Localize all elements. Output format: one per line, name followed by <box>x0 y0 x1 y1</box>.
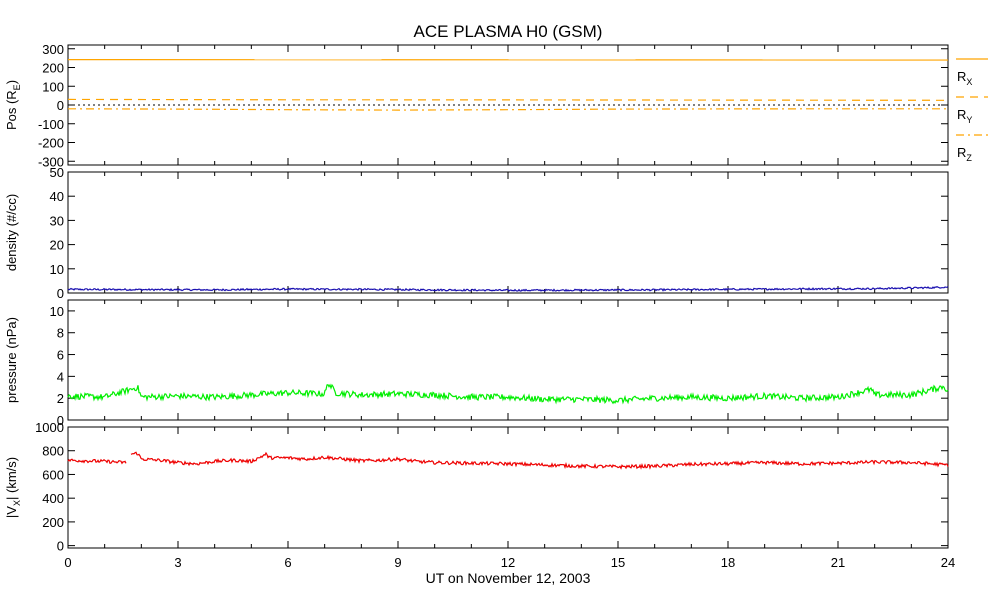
ytick-label-pressure: 4 <box>57 369 64 384</box>
ytick-label-pressure: 10 <box>50 304 64 319</box>
series-line-pos-z <box>67 108 948 111</box>
series-line-pos-y <box>67 98 949 101</box>
xtick-label: 12 <box>501 555 515 570</box>
panel-density-frame <box>67 171 949 294</box>
series-line-pressure <box>67 383 949 405</box>
ytick-label-density: 0 <box>57 286 64 301</box>
xtick-label: 0 <box>64 555 71 570</box>
ytick-label-density: 10 <box>50 262 64 277</box>
ytick-label-density: 40 <box>50 189 64 204</box>
ytick-label-vx: 800 <box>42 444 64 459</box>
ytick-label-pos: -200 <box>38 136 64 151</box>
ytick-label-vx: 200 <box>42 515 64 530</box>
ytick-label-density: 20 <box>50 238 64 253</box>
panel-pressure-frame <box>67 299 949 421</box>
ytick-label-pos: 200 <box>42 61 64 76</box>
ytick-label-density: 50 <box>50 165 64 180</box>
panel-vx-frame <box>67 426 949 549</box>
ytick-label-pressure: 8 <box>57 326 64 341</box>
xtick-label: 15 <box>611 555 625 570</box>
ytick-label-density: 30 <box>50 213 64 228</box>
series-line-vx <box>67 451 949 470</box>
y-axis-label-vx: |VX| (km/s) <box>4 457 22 518</box>
xtick-label: 18 <box>721 555 735 570</box>
y-axis-label-pos: Pos (RE) <box>4 80 22 130</box>
ytick-label-pos: -300 <box>38 154 64 169</box>
ytick-label-pressure: 0 <box>57 413 64 428</box>
ytick-label-vx: 600 <box>42 467 64 482</box>
ytick-label-pos: -100 <box>38 117 64 132</box>
x-axis-label: UT on November 12, 2003 <box>426 570 591 586</box>
series-line-density <box>67 286 949 292</box>
ytick-label-pos: 100 <box>42 79 64 94</box>
ytick-label-pos: 0 <box>57 98 64 113</box>
ytick-label-vx: 400 <box>42 491 64 506</box>
xtick-label: 6 <box>284 555 291 570</box>
legend-label-z: RZ <box>957 145 972 163</box>
legend-label-x: RX <box>957 69 972 87</box>
ytick-label-vx: 0 <box>57 539 64 554</box>
legend-label-y: RY <box>957 107 972 125</box>
ytick-label-vx: 1000 <box>35 420 64 435</box>
chart-title: ACE PLASMA H0 (GSM) <box>414 22 603 41</box>
xtick-label: 3 <box>174 555 181 570</box>
xtick-label: 24 <box>941 555 955 570</box>
xtick-label: 9 <box>394 555 401 570</box>
ytick-label-pressure: 6 <box>57 348 64 363</box>
ytick-label-pos: 300 <box>42 42 64 57</box>
y-axis-label-density: density (#/cc) <box>4 194 19 271</box>
ytick-label-pressure: 2 <box>57 391 64 406</box>
xtick-label: 21 <box>831 555 845 570</box>
y-axis-label-pressure: pressure (nPa) <box>4 317 19 403</box>
